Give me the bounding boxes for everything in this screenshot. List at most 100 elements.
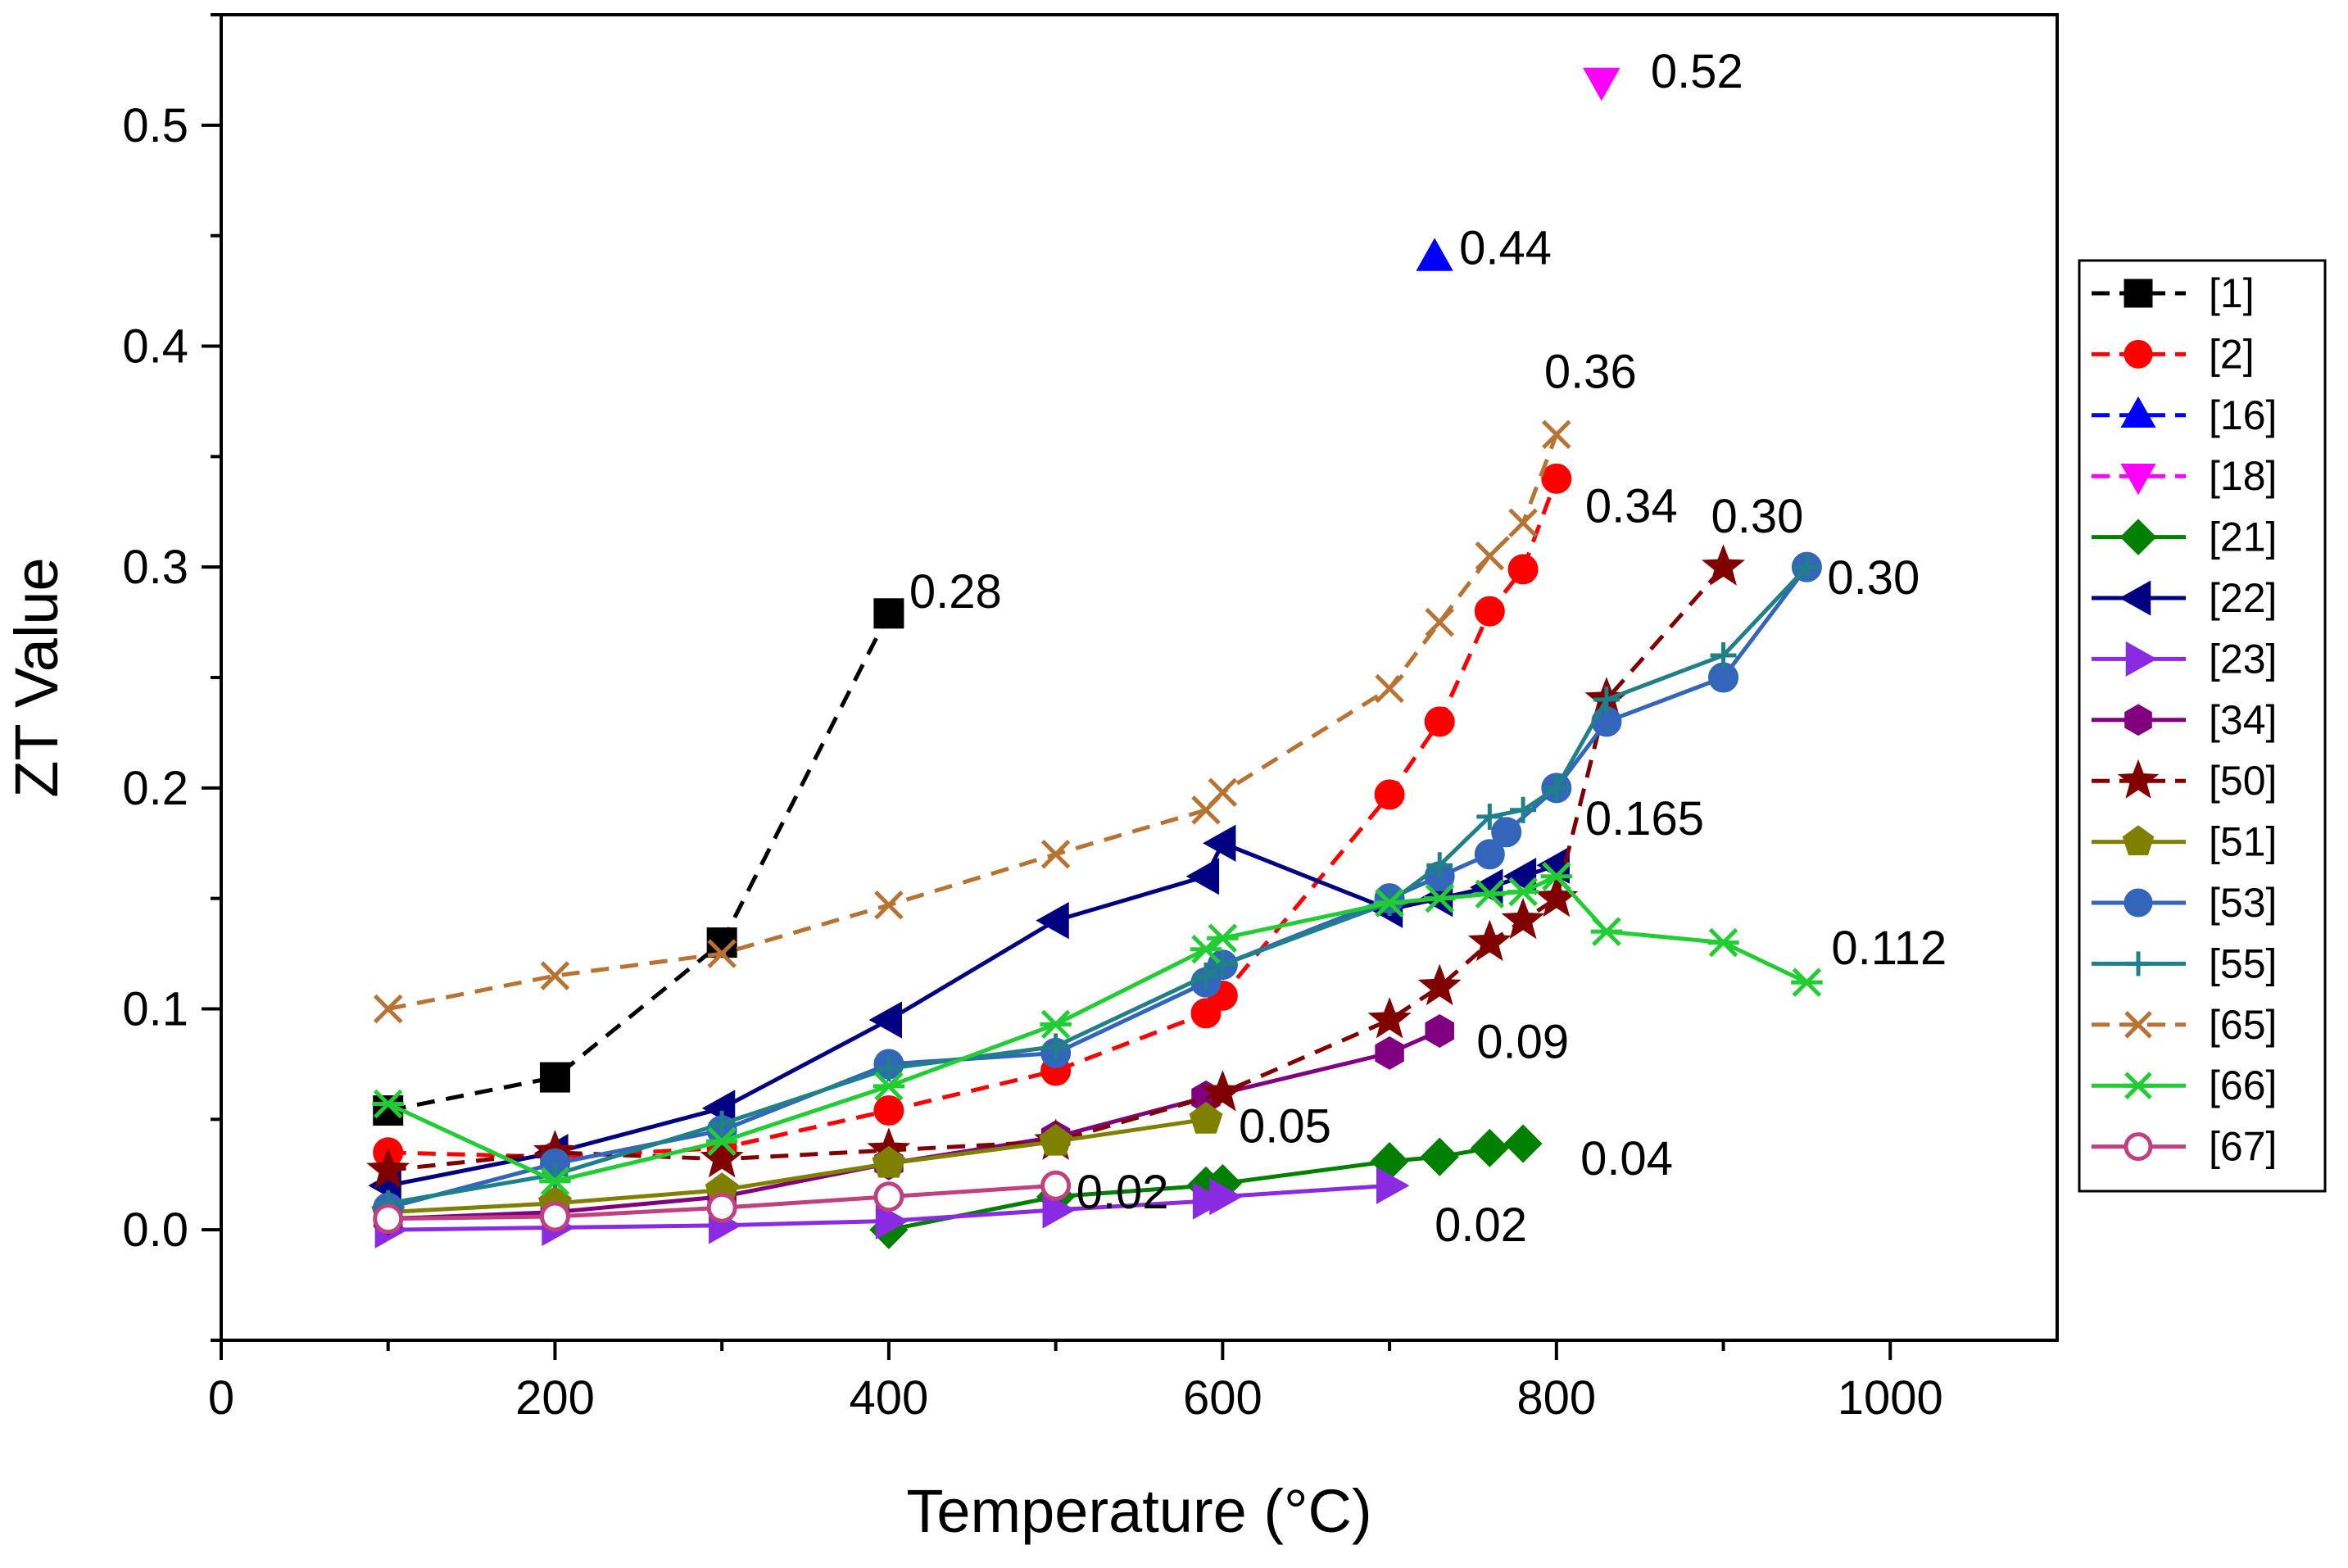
annotation-layer: 0.28 0.52 0.44 0.36 0.34 0.30 0.30 0.165 0.112 0.…: [909, 45, 1947, 1252]
data-point: [873, 1095, 904, 1126]
data-label: 0.09: [1476, 1015, 1569, 1068]
legend-marker: [2124, 1072, 2153, 1099]
series-line: [388, 1029, 1441, 1221]
data-point: [1541, 463, 1572, 494]
data-point: [1424, 883, 1456, 913]
data-point: [1425, 607, 1454, 637]
data-point: [1424, 706, 1455, 737]
data-point: [1467, 919, 1512, 962]
data-point: [706, 1192, 737, 1223]
data-point: [1476, 803, 1503, 830]
data-label: 0.04: [1580, 1132, 1673, 1185]
data-point: [1209, 1178, 1243, 1216]
data-point: [1503, 1124, 1543, 1163]
data-point: [1474, 839, 1505, 870]
legend-label: [51]: [2209, 819, 2277, 865]
legend-label: [18]: [2209, 453, 2277, 499]
data-point: [1593, 686, 1620, 713]
x-tick-label: 400: [850, 1371, 929, 1425]
data-point: [1474, 596, 1505, 627]
data-point: [1416, 238, 1453, 271]
data-point: [1373, 888, 1406, 918]
legend-label: [55]: [2209, 940, 2277, 986]
data-point: [1039, 1123, 1073, 1156]
data-point: [1200, 1070, 1244, 1112]
data-point: [1707, 927, 1739, 958]
legend-item: [21]: [2092, 514, 2277, 560]
data-point: [1510, 796, 1537, 823]
legend-item: [34]: [2092, 697, 2277, 743]
legend-marker: [2119, 580, 2151, 616]
data-point: [1040, 1170, 1072, 1201]
series-line: [388, 612, 891, 1113]
data-point: [1710, 642, 1737, 669]
x-axis-title: Temperature (°C): [906, 1477, 1371, 1545]
legend-marker: [2124, 704, 2152, 736]
data-point: [1583, 67, 1620, 102]
data-label: 0.165: [1585, 792, 1704, 845]
data-point: [868, 1001, 903, 1039]
data-label: 0.02: [1077, 1166, 1169, 1219]
series-line: [388, 565, 1809, 1210]
data-point: [1793, 554, 1820, 581]
data-point: [1374, 779, 1405, 810]
legend-item: [16]: [2092, 392, 2277, 438]
data-point: [1542, 419, 1571, 450]
data-point: [1185, 858, 1220, 895]
y-tick-label: 0.1: [122, 983, 188, 1036]
data-point: [1507, 554, 1539, 585]
series-53: [373, 551, 1822, 1223]
legend-label: [50]: [2209, 758, 2277, 804]
legend-label: [2]: [2209, 331, 2255, 377]
data-point: [1507, 877, 1539, 907]
legend-marker: [2122, 825, 2155, 856]
legend-marker: [2124, 339, 2153, 369]
data-point: [1420, 1137, 1459, 1176]
series-66: [372, 861, 1823, 1196]
data-point: [1042, 1191, 1076, 1229]
data-point: [1470, 1128, 1509, 1167]
y-tick-label: 0.4: [122, 320, 188, 374]
legend-marker: [2124, 888, 2153, 918]
data-point: [873, 598, 904, 629]
data-point: [1543, 774, 1570, 801]
legend-label: [65]: [2209, 1002, 2277, 1048]
legend-item: [1]: [2092, 270, 2255, 316]
legend-marker: [2119, 519, 2157, 555]
legend-marker: [2120, 463, 2156, 496]
series-50: [366, 544, 1746, 1189]
data-point: [873, 1181, 904, 1212]
data-point: [1590, 917, 1623, 946]
legend-box: [2078, 259, 2327, 1193]
data-label: 0.30: [1827, 551, 1920, 605]
data-point: [373, 1203, 404, 1235]
legend-item: [67]: [2092, 1124, 2277, 1170]
data-point: [1192, 963, 1219, 990]
data-label: 0.28: [909, 565, 1002, 619]
series-55: [374, 554, 1820, 1217]
data-point: [873, 1072, 905, 1101]
data-point: [1474, 879, 1506, 909]
y-tick-label: 0.3: [122, 541, 188, 594]
legend-label: [22]: [2209, 575, 2277, 621]
y-tick-label: 0.5: [122, 99, 188, 152]
data-point: [1042, 1033, 1069, 1060]
data-point: [1475, 541, 1505, 571]
data-point: [1534, 875, 1579, 918]
plot-border: [220, 13, 2059, 1342]
legend-item: [22]: [2092, 575, 2277, 621]
data-point: [1540, 861, 1573, 891]
x-tick-label: 1000: [1838, 1371, 1943, 1425]
legend-label: [53]: [2209, 880, 2277, 926]
legend-item: [18]: [2092, 453, 2277, 499]
data-point: [707, 939, 737, 968]
data-point: [1503, 858, 1537, 895]
x-tick-label: 800: [1516, 1371, 1596, 1425]
data-label: 0.112: [1831, 922, 1947, 975]
data-label: 0.44: [1459, 222, 1552, 275]
data-point: [539, 1062, 570, 1093]
data-point: [1702, 544, 1746, 586]
series-18: [1583, 67, 1620, 102]
series-layer: [366, 67, 1823, 1249]
